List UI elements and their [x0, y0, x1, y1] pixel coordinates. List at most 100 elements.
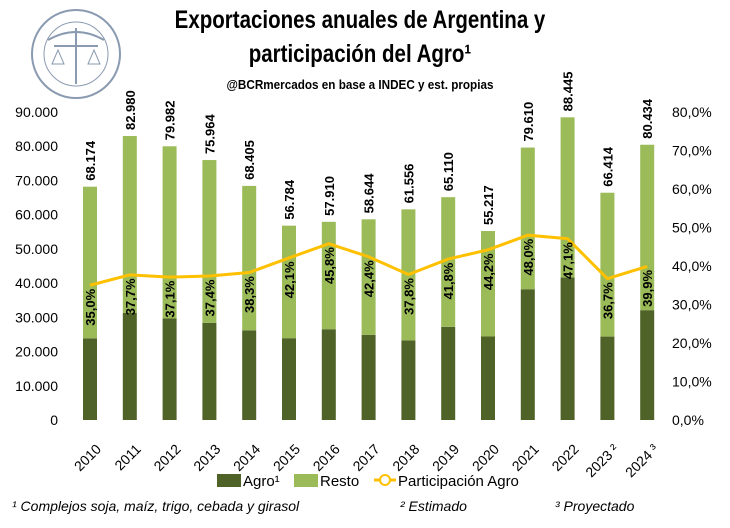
legend-agro-swatch	[217, 474, 241, 487]
bar-resto	[83, 186, 97, 339]
total-label: 61.556	[401, 164, 416, 204]
total-label: 79.982	[163, 101, 178, 141]
bcr-logo	[31, 9, 121, 99]
y2-tick-label: 30,0%	[672, 297, 712, 313]
bar-resto	[162, 146, 177, 319]
bar-resto	[202, 160, 217, 323]
x-tick-label: 2010	[71, 441, 104, 474]
bar-resto	[361, 219, 376, 335]
bar-agro	[520, 289, 535, 420]
bar-agro	[441, 326, 456, 420]
y2-tick-label: 60,0%	[672, 181, 712, 197]
x-tick-label: 2023 ²	[582, 441, 622, 481]
y2-tick-label: 70,0%	[672, 143, 712, 159]
bar-agro	[83, 338, 97, 420]
bar-resto	[122, 136, 137, 313]
bar-agro	[401, 340, 416, 420]
y-tick-label: 30.000	[15, 309, 58, 325]
bar-agro	[242, 330, 257, 420]
y-tick-label: 60.000	[15, 207, 58, 223]
y2-tick-label: 50,0%	[672, 220, 712, 236]
y2-tick-label: 0,0%	[672, 412, 704, 428]
footnote-3: ³ Proyectado	[555, 498, 635, 514]
bar-resto	[520, 147, 535, 290]
total-label: 79.610	[521, 102, 536, 142]
x-tick-label: 2016	[310, 441, 343, 474]
bar-resto	[282, 225, 296, 339]
bar-agro	[122, 312, 137, 420]
pct-label: 38,3%	[242, 276, 257, 313]
total-label: 88.445	[561, 72, 576, 112]
bar-resto	[600, 192, 615, 337]
bar-resto	[242, 185, 257, 331]
legend-agro-label: Agro¹	[243, 473, 280, 490]
chart-subtitle: @BCRmercados en base a INDEC y est. prop…	[226, 77, 494, 92]
total-label: 82.980	[123, 90, 138, 130]
total-label: 80.434	[640, 98, 655, 139]
y2-tick-label: 40,0%	[672, 258, 712, 274]
total-label: 75.964	[202, 114, 217, 155]
y2-tick-label: 80,0%	[672, 104, 712, 120]
bar-resto	[441, 197, 456, 327]
bar-agro	[361, 334, 376, 420]
legend-line-label: Participación Agro	[398, 473, 519, 490]
pct-label: 37,4%	[202, 279, 217, 316]
y-tick-label: 70.000	[15, 172, 58, 188]
chart-title-line1: Exportaciones anuales de Argentina y	[174, 6, 546, 34]
x-tick-label: 2011	[111, 441, 144, 474]
pct-label: 37,8%	[401, 278, 416, 315]
total-label: 65.110	[441, 152, 456, 191]
x-tick-label: 2020	[469, 441, 502, 474]
pct-label: 37,7%	[123, 278, 138, 315]
x-tick-label: 2017	[349, 441, 382, 474]
x-tick-label: 2019	[429, 441, 462, 474]
total-label: 68.405	[242, 140, 257, 180]
pct-label: 35,0%	[83, 288, 98, 325]
x-tick-label: 2021	[509, 441, 542, 474]
pct-label: 48,0%	[521, 238, 536, 275]
x-tick-label: 2015	[270, 441, 303, 474]
x-tick-label: 2013	[190, 441, 223, 474]
pct-label: 44,2%	[481, 253, 496, 290]
bar-agro	[202, 322, 217, 420]
y2-tick-label: 20,0%	[672, 335, 712, 351]
x-tick-label: 2024 ³	[622, 441, 662, 481]
bar-agro	[640, 310, 655, 420]
total-label: 58.644	[362, 173, 377, 214]
y-tick-label: 50.000	[15, 241, 58, 257]
bar-agro	[600, 336, 615, 420]
footnote-2: ² Estimado	[400, 498, 467, 514]
pct-label: 42,1%	[282, 261, 297, 298]
total-label: 68.174	[83, 140, 98, 181]
bar-resto	[481, 231, 495, 337]
total-label: 66.414	[600, 146, 615, 187]
y-tick-label: 20.000	[15, 344, 58, 360]
legend-resto-label: Resto	[320, 473, 359, 490]
x-tick-label: 2018	[389, 441, 422, 474]
legend-line-marker	[379, 474, 391, 486]
y-tick-label: 40.000	[15, 275, 58, 291]
pct-label: 42,4%	[362, 260, 377, 297]
bar-agro	[282, 338, 296, 420]
total-label: 56.784	[282, 179, 297, 220]
y-tick-label: 90.000	[15, 104, 58, 120]
pct-label: 37,1%	[163, 280, 178, 317]
participacion-line	[89, 233, 648, 287]
total-label: 57.910	[322, 176, 337, 216]
pct-label: 39,9%	[640, 270, 655, 307]
total-label: 55.217	[481, 185, 496, 225]
bar-agro	[560, 277, 575, 420]
pct-label: 36,7%	[600, 282, 615, 319]
legend-resto-swatch	[294, 474, 318, 487]
chart-title-line2: participación del Agro¹	[248, 40, 472, 68]
pct-label: 45,8%	[322, 247, 337, 284]
bar-resto	[321, 221, 336, 330]
y-tick-label: 10.000	[15, 378, 58, 394]
x-tick-label: 2014	[230, 441, 263, 474]
bar-agro	[321, 329, 336, 420]
x-tick-label: 2012	[150, 441, 183, 474]
footnote-1: ¹ Complejos soja, maíz, trigo, cebada y …	[12, 498, 300, 514]
y2-tick-label: 10,0%	[672, 374, 712, 390]
